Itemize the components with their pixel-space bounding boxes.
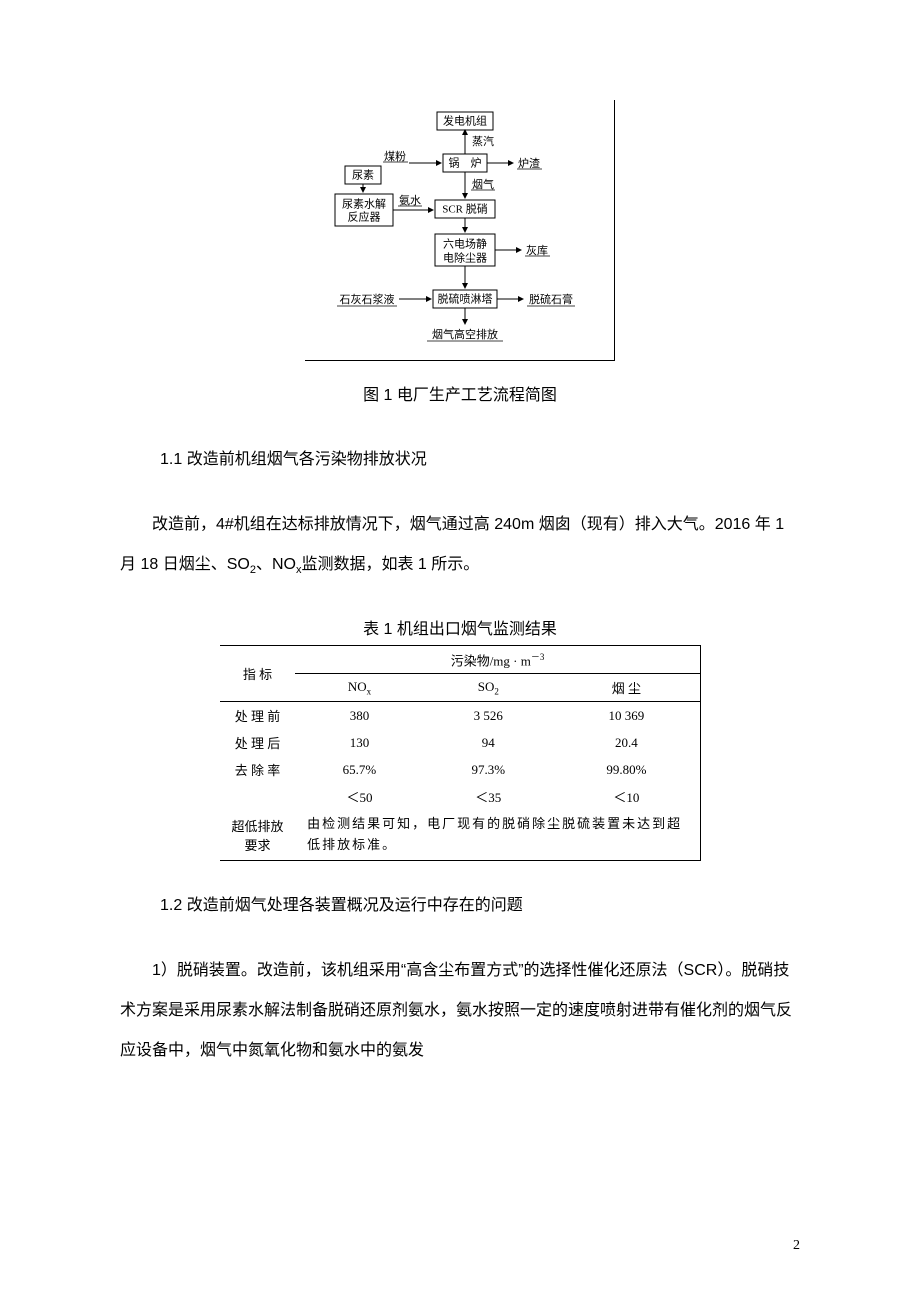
- label-fluegas: 烟气: [472, 177, 494, 191]
- section-1-2-heading: 1.2 改造前烟气处理各装置概况及运行中存在的问题: [160, 891, 800, 915]
- flowchart-container: 发电机组 蒸汽 锅 炉 煤粉 炉渣 尿素 尿素水解 反应器 烟气 氨水: [305, 100, 615, 361]
- node-esp-l2: 电除尘器: [443, 251, 487, 265]
- th-dust: 烟 尘: [553, 674, 700, 702]
- table-row: ＜50 ＜35 ＜10: [220, 783, 700, 810]
- table-row: 处 理 后 130 94 20.4: [220, 729, 700, 756]
- node-boiler: 锅 炉: [449, 157, 482, 170]
- node-urea: 尿素: [352, 169, 374, 182]
- paragraph-2: 1）脱硝装置。改造前，该机组采用“高含尘布置方式”的选择性催化还原法（SCR）。…: [120, 951, 800, 1071]
- node-tower: 脱硫喷淋塔: [438, 292, 493, 306]
- label-gypsum: 脱硫石膏: [529, 292, 573, 306]
- th-nox: NOx: [295, 674, 424, 702]
- figure-1-caption: 图 1 电厂生产工艺流程简图: [120, 381, 800, 405]
- th-indicator: 指 标: [220, 646, 295, 702]
- th-so2: SO2: [424, 674, 553, 702]
- label-ash: 灰库: [526, 243, 548, 257]
- flowchart-svg: 发电机组 蒸汽 锅 炉 煤粉 炉渣 尿素 尿素水解 反应器 烟气 氨水: [305, 110, 605, 350]
- label-ammonia: 氨水: [399, 194, 421, 207]
- page-number: 2: [793, 1238, 800, 1254]
- table-row-ultra: 超低排放要求 由检测结果可知，电厂现有的脱硝除尘脱硫装置未达到超低排放标准。: [220, 810, 700, 860]
- table-note: 由检测结果可知，电厂现有的脱硝除尘脱硫装置未达到超低排放标准。: [295, 810, 700, 860]
- node-generator: 发电机组: [443, 114, 487, 128]
- node-reactor-l1: 尿素水解: [342, 197, 386, 211]
- node-reactor-l2: 反应器: [348, 210, 381, 224]
- section-1-1-heading: 1.1 改造前机组烟气各污染物排放状况: [160, 445, 800, 469]
- node-esp-l1: 六电场静: [443, 237, 487, 251]
- label-slag: 炉渣: [518, 156, 540, 170]
- table-row: 去 除 率 65.7% 97.3% 99.80%: [220, 756, 700, 783]
- paragraph-1: 改造前，4#机组在达标排放情况下，烟气通过高 240m 烟囱（现有）排入大气。2…: [120, 505, 800, 585]
- table-1-caption: 表 1 机组出口烟气监测结果: [120, 615, 800, 639]
- table-1: 指 标 污染物/mg · m－3 NOx SO2 烟 尘 处 理 前 380 3…: [220, 645, 700, 861]
- node-stack: 烟气高空排放: [432, 327, 498, 341]
- table-1-wrap: 指 标 污染物/mg · m－3 NOx SO2 烟 尘 处 理 前 380 3…: [220, 645, 700, 861]
- table-row: 处 理 前 380 3 526 10 369: [220, 702, 700, 730]
- th-pollutant: 污染物/mg · m－3: [295, 646, 700, 674]
- node-scr: SCR 脱硝: [442, 202, 488, 216]
- node-limestone: 石灰石浆液: [340, 292, 395, 306]
- label-steam: 蒸汽: [472, 134, 494, 148]
- label-coal: 煤粉: [384, 150, 406, 163]
